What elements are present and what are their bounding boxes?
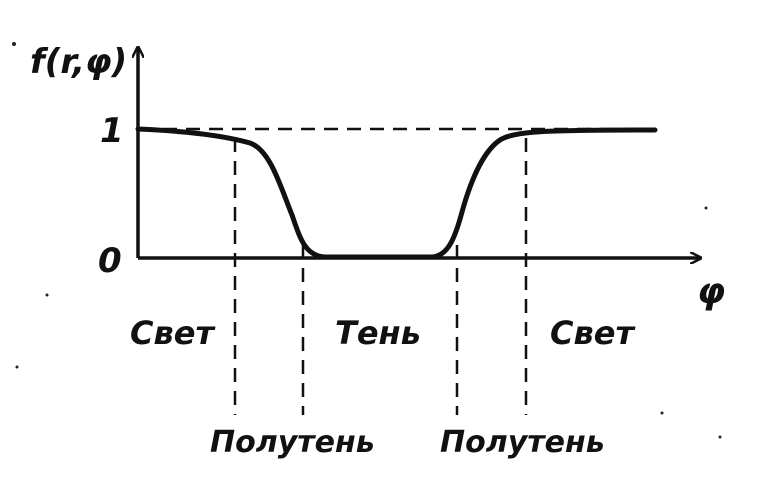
- y-tick-0: 0: [98, 241, 122, 281]
- penumbra-right-label: Полутень: [440, 425, 605, 460]
- scan-speck: [12, 42, 16, 46]
- shadow-function-curve: [135, 126, 658, 260]
- region-light-left: Свет: [130, 314, 216, 352]
- scan-speck: [704, 206, 708, 210]
- penumbra-left-label: Полутень: [210, 425, 375, 460]
- scan-speck: [45, 293, 49, 297]
- region-shadow: Тень: [335, 314, 421, 352]
- region-light-right: Свет: [550, 314, 636, 352]
- scan-speck: [718, 435, 722, 439]
- y-tick-1: 1: [100, 111, 124, 151]
- x-axis-label: φ: [697, 271, 725, 312]
- y-axis-label: f(r,φ): [30, 42, 127, 82]
- scan-speck: [660, 411, 664, 415]
- scan-speck: [15, 365, 19, 369]
